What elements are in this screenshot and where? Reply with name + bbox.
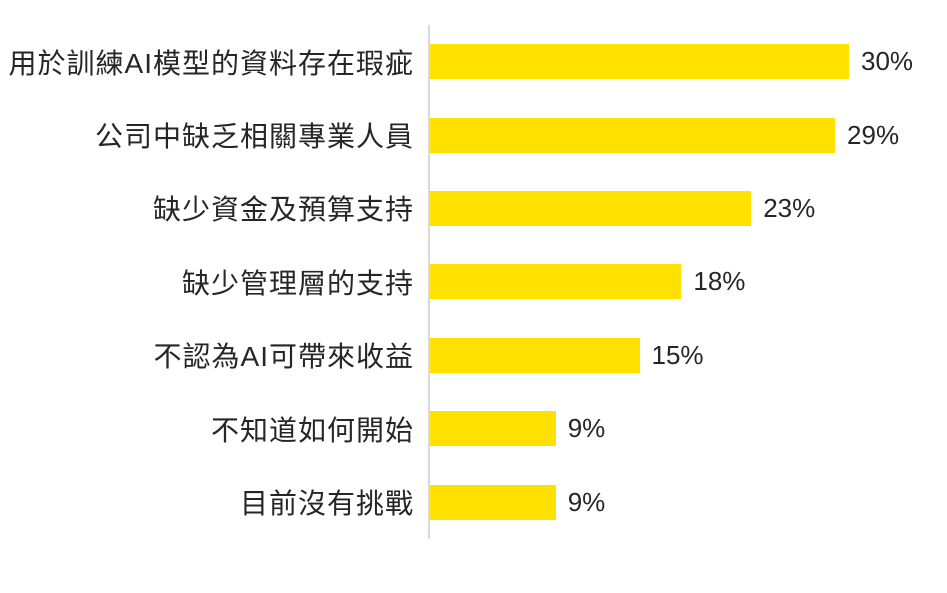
category-axis-line: 9% bbox=[428, 391, 947, 466]
category-axis-line: 18% bbox=[428, 245, 947, 319]
data-label: 30% bbox=[861, 46, 914, 77]
chart-row: 不認為AI可帶來收益 15% bbox=[0, 318, 947, 392]
chart-row: 缺少資金及預算支持 23% bbox=[0, 171, 947, 246]
data-label: 23% bbox=[763, 192, 816, 223]
bar bbox=[430, 411, 556, 447]
bar bbox=[430, 44, 849, 80]
category-label: 不知道如何開始 bbox=[210, 414, 414, 446]
category-label: 缺少資金及預算支持 bbox=[152, 194, 414, 226]
category-axis-line: 30% bbox=[428, 25, 947, 99]
data-label: 15% bbox=[651, 339, 704, 370]
category-label: 公司中缺乏相關專業人員 bbox=[94, 121, 414, 153]
category-axis-line: 29% bbox=[428, 98, 947, 172]
bar bbox=[430, 190, 752, 226]
chart-row: 缺少管理層的支持 18% bbox=[0, 245, 947, 319]
category-label: 目前沒有挑戰 bbox=[239, 488, 414, 520]
bar bbox=[430, 264, 682, 300]
category-axis-line: 15% bbox=[428, 318, 947, 392]
data-label: 9% bbox=[567, 413, 606, 444]
category-label: 缺少管理層的支持 bbox=[181, 267, 414, 299]
category-axis-line: 9% bbox=[428, 465, 947, 539]
chart-row: 用於訓練AI模型的資料存在瑕疵 30% bbox=[0, 25, 947, 99]
data-label: 9% bbox=[567, 486, 606, 517]
category-label: 不認為AI可帶來收益 bbox=[153, 341, 414, 373]
bar bbox=[430, 484, 556, 520]
chart-row: 公司中缺乏相關專業人員 29% bbox=[0, 98, 947, 172]
bar bbox=[430, 337, 640, 373]
data-label: 29% bbox=[847, 119, 900, 150]
category-label: 用於訓練AI模型的資料存在瑕疵 bbox=[8, 47, 414, 79]
bar-chart: 用於訓練AI模型的資料存在瑕疵 30% 公司中缺乏相關專業人員 29% 缺少資金及預算支… bbox=[0, 25, 947, 539]
data-label: 18% bbox=[693, 266, 746, 297]
chart-row: 目前沒有挑戰 9% bbox=[0, 465, 947, 539]
chart-row: 不知道如何開始 9% bbox=[0, 391, 947, 466]
bar bbox=[430, 117, 836, 153]
category-axis-line: 23% bbox=[428, 171, 947, 246]
